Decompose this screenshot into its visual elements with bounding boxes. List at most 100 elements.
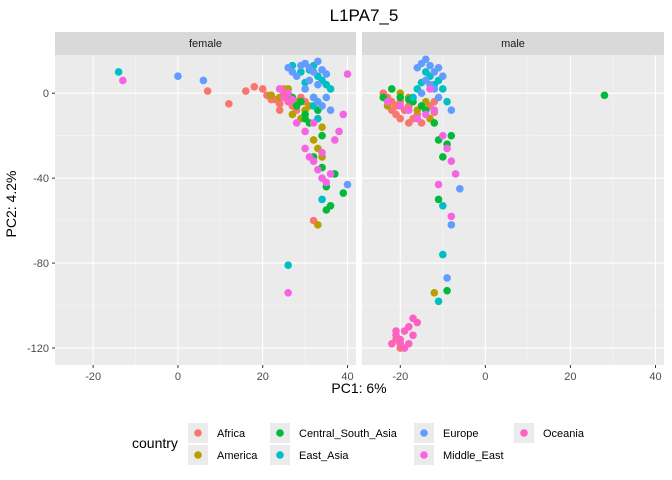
legend-label: East_Asia — [299, 450, 349, 462]
point-east-asia — [284, 261, 292, 270]
legend-swatch — [194, 429, 202, 437]
legend-label: Oceania — [543, 428, 585, 440]
facet-strip — [55, 32, 356, 55]
legend-swatch — [420, 429, 428, 437]
point-europe — [456, 184, 464, 193]
x-tick-label: -20 — [85, 371, 101, 383]
legend-item-east-asia: East_Asia — [270, 445, 349, 465]
point-africa — [396, 114, 405, 123]
point-middle-east — [314, 165, 322, 174]
point-middle-east — [404, 106, 413, 115]
point-europe — [301, 85, 309, 93]
point-central-south-asia — [339, 189, 348, 197]
point-east-asia — [434, 297, 443, 306]
point-middle-east — [309, 119, 318, 127]
point-africa — [275, 100, 284, 108]
point-middle-east — [318, 148, 326, 157]
point-europe — [434, 93, 443, 102]
point-america — [267, 91, 276, 100]
point-middle-east — [422, 110, 430, 119]
point-middle-east — [434, 180, 443, 189]
point-central-south-asia — [443, 286, 451, 295]
point-middle-east — [275, 85, 284, 93]
point-middle-east — [396, 102, 405, 110]
point-europe — [343, 180, 352, 189]
facet-label: male — [501, 38, 525, 50]
point-oceania — [409, 331, 417, 340]
x-tick-label: 40 — [341, 371, 353, 383]
panel-female: female -20 0 20 40 0 -40 -80 -120 — [27, 32, 356, 383]
point-middle-east — [451, 170, 460, 178]
point-oceania — [387, 339, 396, 348]
point-middle-east — [301, 144, 309, 153]
point-middle-east — [447, 212, 456, 221]
y-tick-label: -80 — [33, 258, 49, 270]
point-america — [430, 289, 439, 297]
x-tick-label: 20 — [257, 371, 269, 383]
y-axis-title: PC2: 4.2% — [3, 171, 19, 238]
point-middle-east — [292, 119, 301, 127]
y-tick-label: -120 — [27, 343, 49, 355]
point-europe — [305, 76, 314, 85]
point-middle-east — [326, 170, 335, 178]
legend-label: Africa — [217, 428, 246, 440]
point-africa — [241, 87, 250, 95]
point-central-south-asia — [301, 114, 309, 123]
legend-item-america: America — [188, 445, 258, 465]
point-east-asia — [439, 250, 447, 259]
point-central-south-asia — [430, 119, 439, 127]
point-america — [309, 136, 318, 144]
point-central-south-asia — [318, 131, 326, 140]
legend-item-africa: Africa — [188, 423, 246, 443]
x-tick-label: 20 — [564, 371, 576, 383]
point-europe — [292, 72, 301, 81]
point-europe — [322, 70, 331, 78]
point-middle-east — [383, 97, 392, 106]
legend-item-oceania: Oceania — [514, 423, 585, 443]
point-europe — [314, 57, 322, 66]
point-east-asia — [439, 85, 447, 93]
chart-title: L1PA7_5 — [330, 6, 399, 25]
legend-swatch — [420, 451, 428, 459]
point-central-south-asia — [326, 201, 335, 210]
point-middle-east — [339, 110, 348, 119]
x-axis-title: PC1: 6% — [331, 380, 386, 396]
point-east-asia — [318, 195, 326, 204]
point-oceania — [404, 322, 413, 331]
legend-item-europe: Europe — [414, 423, 478, 443]
point-oceania — [396, 339, 405, 348]
point-east-asia — [409, 93, 417, 102]
point-middle-east — [343, 70, 352, 78]
x-tick-label: 0 — [482, 371, 488, 383]
legend-label: Europe — [443, 428, 478, 440]
point-middle-east — [413, 114, 422, 123]
point-america — [318, 123, 326, 131]
point-middle-east — [439, 131, 447, 140]
point-europe — [322, 93, 331, 102]
point-europe — [439, 72, 447, 81]
point-middle-east — [309, 157, 318, 165]
point-central-south-asia — [600, 91, 609, 100]
point-america — [314, 221, 322, 229]
legend-swatch — [520, 429, 528, 437]
legend-label: Middle_East — [443, 450, 504, 462]
point-middle-east — [301, 127, 309, 136]
point-middle-east — [284, 289, 292, 297]
point-africa — [258, 85, 267, 93]
point-east-asia — [439, 201, 447, 210]
legend-swatch — [276, 429, 284, 437]
point-europe — [447, 221, 456, 229]
point-europe — [314, 80, 322, 89]
point-east-asia — [326, 85, 335, 93]
point-middle-east — [426, 85, 434, 93]
point-central-south-asia — [447, 131, 456, 140]
x-tick-label: -20 — [392, 371, 408, 383]
legend-label: America — [217, 450, 258, 462]
point-africa — [203, 87, 212, 95]
legend-item-central-south-asia: Central_South_Asia — [270, 423, 398, 443]
point-east-asia — [443, 97, 451, 106]
legend-label: Central_South_Asia — [299, 428, 398, 440]
legend-swatch — [276, 451, 284, 459]
point-middle-east — [430, 106, 439, 115]
point-africa — [250, 83, 259, 91]
